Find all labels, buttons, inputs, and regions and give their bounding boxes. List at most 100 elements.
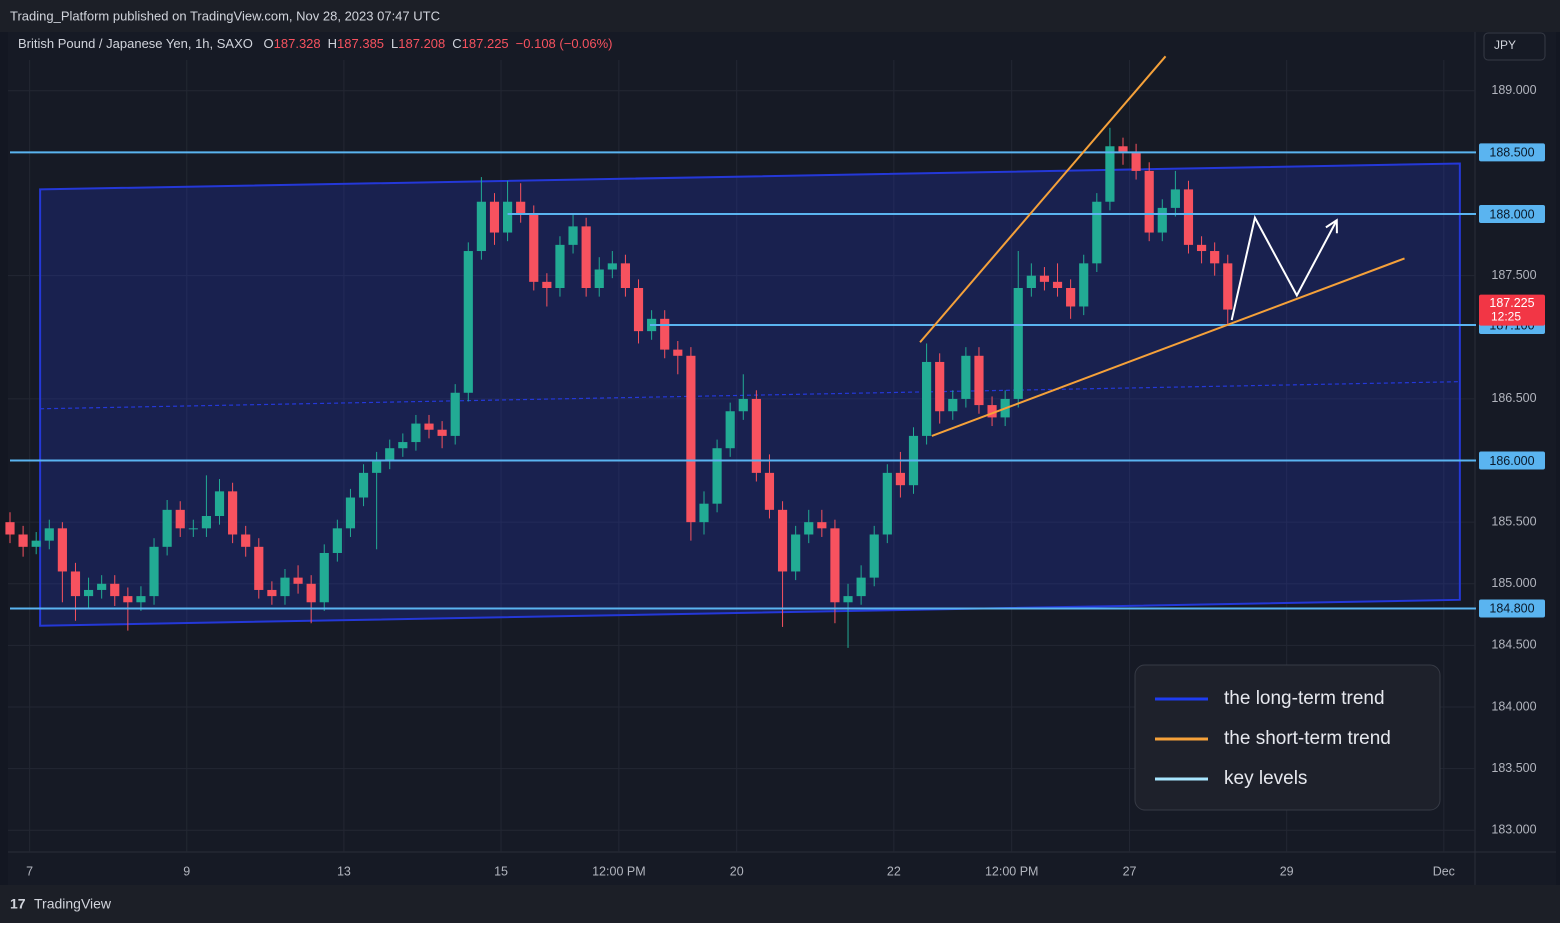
candle-body <box>1183 189 1194 245</box>
candle-body <box>83 589 94 597</box>
legend-label: key levels <box>1224 768 1307 789</box>
y-tick-label: 187.500 <box>1491 268 1536 282</box>
candle-body <box>1223 263 1233 310</box>
candle-body <box>358 472 369 498</box>
candle-body <box>869 534 879 578</box>
x-tick-label: 27 <box>1123 864 1137 878</box>
candle-body <box>201 516 211 529</box>
candle-body <box>267 589 277 597</box>
candle-body <box>175 509 185 529</box>
candle-body <box>1196 244 1207 252</box>
candle-body <box>1066 288 1076 307</box>
candle-body <box>633 288 644 332</box>
last-price-tag <box>1479 294 1545 326</box>
candle-body <box>686 355 696 523</box>
candle-body <box>44 528 54 541</box>
candle-body <box>791 534 801 572</box>
candle-body <box>332 528 342 553</box>
candle-body <box>97 583 107 590</box>
legend-label: the short-term trend <box>1224 728 1391 749</box>
candle-body <box>817 522 827 529</box>
ohlc-key: H <box>328 36 337 51</box>
candle-body <box>280 577 290 597</box>
candle-body <box>136 596 146 603</box>
publish-info: Trading_Platform published on TradingVie… <box>10 8 440 23</box>
candle-body <box>57 528 67 572</box>
candle-body <box>555 244 565 289</box>
candle-body <box>568 226 578 245</box>
candle-body <box>542 281 552 289</box>
key-level-tag <box>1479 205 1545 224</box>
candle-body <box>594 269 604 289</box>
x-tick-label: 13 <box>337 864 351 878</box>
symbol-line: British Pound / Japanese Yen, 1h, SAXO O… <box>18 36 613 51</box>
candle-body <box>188 528 198 530</box>
candle-body <box>228 491 238 535</box>
candle-body <box>345 497 356 529</box>
channel-mid <box>40 381 1460 410</box>
candle-body <box>476 201 486 252</box>
candle-body <box>70 571 81 597</box>
legend: the long-term trend the short-term trend k… <box>1134 664 1441 811</box>
candle-body <box>725 411 735 449</box>
candle-body <box>437 429 447 436</box>
candle-body <box>411 423 421 443</box>
candle-body <box>1092 201 1102 264</box>
candle-body <box>764 472 775 510</box>
candle-body <box>882 472 892 535</box>
currency[interactable]: JPY <box>1494 38 1516 52</box>
candle-body <box>450 392 460 436</box>
y-tick-label: 183.500 <box>1491 761 1536 775</box>
candle-body <box>738 398 748 412</box>
candle-body <box>254 546 264 590</box>
candle-body <box>1026 275 1036 289</box>
candle-body <box>922 361 932 436</box>
candle-body <box>948 398 958 412</box>
candle-body <box>5 522 15 535</box>
candle-body <box>712 448 722 504</box>
key-level-label: 184.800 <box>1489 602 1534 616</box>
candle-body <box>1052 281 1063 289</box>
candle-body <box>319 552 329 603</box>
candle-body <box>1210 251 1220 264</box>
currency-button[interactable] <box>1483 32 1546 61</box>
candle-body <box>1013 288 1023 399</box>
x-tick-label: 29 <box>1280 864 1294 878</box>
y-tick-label: 184.500 <box>1491 638 1536 652</box>
y-tick-label: 184.000 <box>1491 699 1536 713</box>
x-tick-label: 9 <box>183 864 190 878</box>
y-tick-label: 183.000 <box>1491 823 1536 837</box>
key-level-tag <box>1479 451 1545 470</box>
ohlc-value: 187.328 <box>274 36 321 51</box>
candle-body <box>293 577 303 584</box>
x-tick-label: 20 <box>730 864 744 878</box>
candle-body <box>804 522 814 535</box>
candle-body <box>385 448 395 461</box>
candle-body <box>987 405 997 418</box>
ohlc-value: 187.225 <box>462 36 509 51</box>
legend-box <box>1134 664 1441 811</box>
key-level-label: 186.000 <box>1489 454 1534 468</box>
brand: 17 TradingView <box>10 896 112 912</box>
channel-area <box>39 162 1461 627</box>
key-level-label: 188.500 <box>1489 146 1534 160</box>
candle-body <box>699 503 709 523</box>
brand-logo: 17 <box>10 896 26 912</box>
candle-body <box>961 355 971 399</box>
candle-body <box>502 201 513 233</box>
candle-body <box>398 442 408 449</box>
candle-body <box>751 398 761 473</box>
ohlc-value: 187.208 <box>398 36 445 51</box>
candle-body <box>214 491 225 517</box>
candle-body <box>856 577 866 597</box>
candle-body <box>1079 263 1089 307</box>
candle-body <box>607 263 617 270</box>
candle-body <box>18 534 28 547</box>
header-bar <box>0 0 1560 32</box>
y-tick-label: 189.000 <box>1491 83 1536 97</box>
x-tick-label: 15 <box>494 864 508 878</box>
key-level-tag <box>1479 599 1545 618</box>
candle-body <box>306 583 316 603</box>
